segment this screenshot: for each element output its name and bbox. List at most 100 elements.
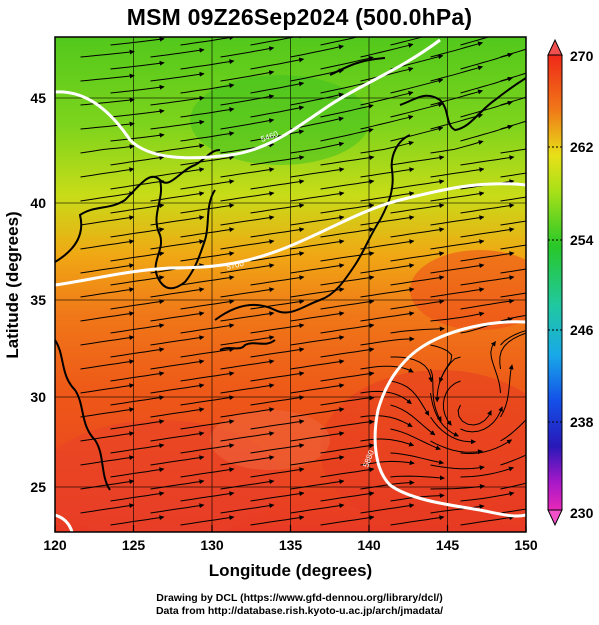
streamline: [250, 347, 305, 358]
streamline: [430, 140, 484, 154]
streamline: [220, 503, 275, 514]
streamline: [460, 227, 515, 238]
credit-drawing: Drawing by DCL (https://www.gfd-dennou.o…: [156, 592, 443, 604]
streamline: [290, 167, 345, 178]
streamline: [180, 323, 235, 334]
streamline: [250, 323, 305, 334]
streamline: [220, 431, 275, 442]
streamline: [110, 419, 165, 430]
streamline: [320, 127, 374, 142]
streamline: [150, 47, 205, 58]
streamline: [110, 37, 165, 46]
streamline: [80, 263, 135, 274]
streamline: [250, 299, 305, 310]
streamline: [220, 70, 275, 82]
streamline: [500, 364, 514, 418]
streamline: [110, 60, 165, 70]
colorbar: [547, 38, 563, 527]
streamline: [457, 404, 492, 426]
streamline: [499, 330, 526, 370]
x-tick-label: 130: [200, 537, 224, 553]
streamline: [390, 299, 445, 310]
streamline: [110, 491, 165, 502]
streamline: [220, 46, 275, 58]
streamline: [320, 347, 375, 358]
streamline: [290, 44, 344, 58]
y-tick-label: 30: [30, 389, 46, 405]
streamline: [250, 227, 305, 238]
streamline: [430, 215, 485, 226]
streamline: [460, 466, 514, 478]
colorbar-tick-label: 238: [570, 414, 594, 430]
streamline: [430, 392, 459, 437]
coastlines: [55, 57, 526, 491]
streamline: [290, 431, 345, 442]
streamline: [290, 383, 345, 394]
streamline: [460, 406, 503, 433]
streamline: [150, 215, 205, 226]
streamline: [500, 418, 526, 442]
streamline: [180, 371, 235, 382]
colorbar-tick-label: 254: [570, 232, 594, 248]
streamline: [320, 155, 375, 166]
streamline: [80, 431, 135, 442]
height-contours: [55, 38, 526, 532]
map-grid: [55, 37, 526, 532]
y-tick-label: 40: [30, 195, 46, 211]
streamline: [150, 287, 205, 298]
streamline: [430, 287, 485, 298]
streamline: [390, 37, 425, 46]
streamline: [430, 504, 485, 514]
streamline: [320, 79, 374, 94]
streamline: [220, 118, 275, 130]
colorbar-bottom-arrow: [547, 509, 563, 527]
colorbar-tick-label: 230: [570, 505, 594, 521]
streamline: [110, 203, 165, 214]
credits-footer: Drawing by DCL (https://www.gfd-dennou.o…: [0, 592, 599, 618]
y-axis-label: Latitude (degrees): [3, 211, 22, 358]
streamline: [150, 95, 205, 106]
streamline: [500, 220, 526, 226]
streamline: [250, 203, 305, 214]
streamline: [390, 275, 445, 286]
streamline: [430, 311, 485, 322]
streamline: [250, 491, 305, 502]
colorbar-tick-label: 246: [570, 322, 594, 338]
streamline: [430, 464, 485, 471]
streamline: [250, 251, 305, 262]
streamline: [390, 356, 434, 383]
colorbar-tick-label: 262: [570, 139, 594, 155]
streamline: [180, 83, 235, 94]
map-plot-area: 5460 5700 5880: [55, 37, 526, 532]
streamline: [220, 383, 275, 394]
streamline: [80, 239, 135, 250]
streamline: [150, 455, 205, 466]
streamline: [290, 335, 345, 346]
streamline: [80, 191, 135, 202]
streamline: [460, 439, 513, 454]
streamline: [150, 335, 205, 346]
streamline: [110, 395, 165, 406]
streamline: [290, 239, 345, 250]
x-tick-label: 145: [436, 537, 460, 553]
streamline: [110, 515, 165, 526]
streamline: [250, 129, 305, 142]
streamline: [180, 395, 235, 406]
streamline: [250, 467, 305, 478]
streamline: [150, 503, 205, 514]
streamline: [180, 37, 235, 46]
streamline: [290, 215, 345, 226]
streamline: [490, 341, 501, 394]
streamline: [150, 143, 205, 154]
streamline: [320, 55, 374, 70]
streamline: [180, 275, 235, 286]
streamline: [390, 404, 436, 436]
streamline: [80, 144, 135, 154]
streamline: [460, 491, 515, 502]
streamline: [430, 239, 485, 250]
streamline: [250, 179, 305, 190]
streamline: [110, 84, 165, 94]
streamline: [320, 203, 375, 214]
streamline: [110, 227, 165, 238]
streamline: [150, 167, 205, 178]
